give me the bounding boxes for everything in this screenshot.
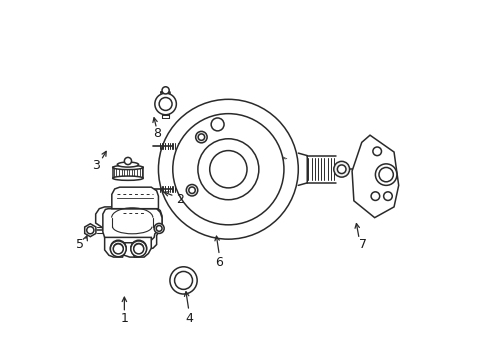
Circle shape	[154, 224, 164, 233]
Circle shape	[174, 271, 192, 289]
Circle shape	[113, 243, 122, 253]
Circle shape	[110, 240, 126, 256]
Text: 3: 3	[92, 159, 100, 172]
Circle shape	[195, 131, 207, 143]
Circle shape	[378, 167, 392, 182]
Circle shape	[162, 87, 169, 94]
Polygon shape	[84, 224, 96, 237]
Circle shape	[131, 241, 146, 257]
Circle shape	[113, 244, 123, 254]
Polygon shape	[102, 209, 162, 241]
Polygon shape	[112, 187, 158, 209]
Circle shape	[169, 267, 197, 294]
Circle shape	[110, 241, 126, 257]
Circle shape	[383, 192, 391, 201]
Ellipse shape	[117, 162, 138, 167]
Circle shape	[172, 114, 284, 225]
Circle shape	[124, 157, 131, 165]
Circle shape	[333, 161, 349, 177]
Polygon shape	[104, 237, 151, 257]
Ellipse shape	[112, 165, 143, 170]
Polygon shape	[351, 135, 398, 218]
Text: 8: 8	[152, 127, 161, 140]
Text: 4: 4	[184, 311, 192, 325]
Text: 6: 6	[215, 256, 223, 269]
Circle shape	[155, 93, 176, 115]
Circle shape	[134, 243, 143, 253]
Text: 1: 1	[120, 311, 128, 325]
Circle shape	[86, 226, 94, 234]
Circle shape	[211, 118, 224, 131]
Circle shape	[372, 147, 381, 156]
Circle shape	[209, 150, 246, 188]
Text: 7: 7	[358, 238, 366, 251]
Circle shape	[158, 99, 298, 239]
Circle shape	[198, 139, 258, 200]
Circle shape	[159, 98, 172, 111]
Text: 2: 2	[176, 193, 183, 206]
Circle shape	[131, 240, 146, 256]
Circle shape	[370, 192, 379, 201]
Circle shape	[156, 226, 162, 231]
Circle shape	[188, 187, 195, 193]
Ellipse shape	[112, 176, 143, 180]
Text: 5: 5	[75, 238, 83, 251]
Circle shape	[375, 164, 396, 185]
Circle shape	[133, 244, 143, 254]
Circle shape	[186, 184, 197, 196]
Circle shape	[198, 134, 204, 140]
Circle shape	[337, 165, 346, 174]
Polygon shape	[96, 207, 162, 257]
